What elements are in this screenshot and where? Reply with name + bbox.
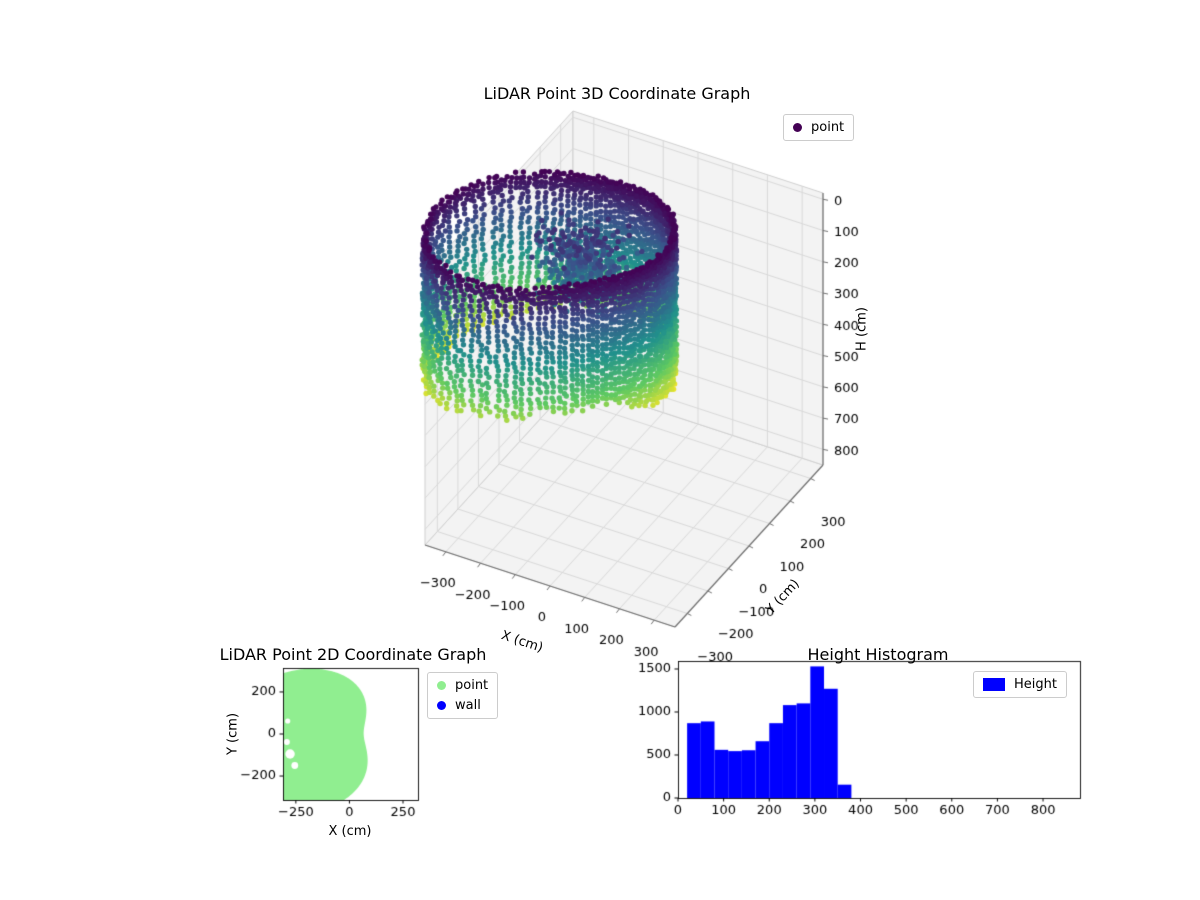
hist-legend: Height <box>973 671 1067 698</box>
legend-label-height: Height <box>1014 677 1057 692</box>
legend-item-wall: wall <box>437 697 488 714</box>
legend-item-point: point <box>793 119 844 136</box>
plot2d-legend: point wall <box>427 672 499 719</box>
plot2d-yaxis-label: Y (cm) <box>225 712 241 756</box>
legend-item-point: point <box>437 677 488 694</box>
plot3d-title: LiDAR Point 3D Coordinate Graph <box>483 84 751 103</box>
legend-label-point: point <box>455 678 489 693</box>
height-patch-icon <box>983 678 1005 691</box>
legend-label-wall: wall <box>455 698 481 713</box>
plot3d-legend: point <box>783 114 855 141</box>
hist-title: Height Histogram <box>807 645 949 664</box>
plot3d-zaxis-label: H (cm) <box>854 307 870 351</box>
point-marker-icon <box>793 123 802 132</box>
legend-label-point: point <box>811 120 845 135</box>
point-marker-icon <box>437 681 446 690</box>
plot2d-xaxis-label: X (cm) <box>328 824 372 839</box>
wall-marker-icon <box>437 701 446 710</box>
legend-item-height: Height <box>983 676 1057 693</box>
plot2d-title: LiDAR Point 2D Coordinate Graph <box>219 645 487 664</box>
